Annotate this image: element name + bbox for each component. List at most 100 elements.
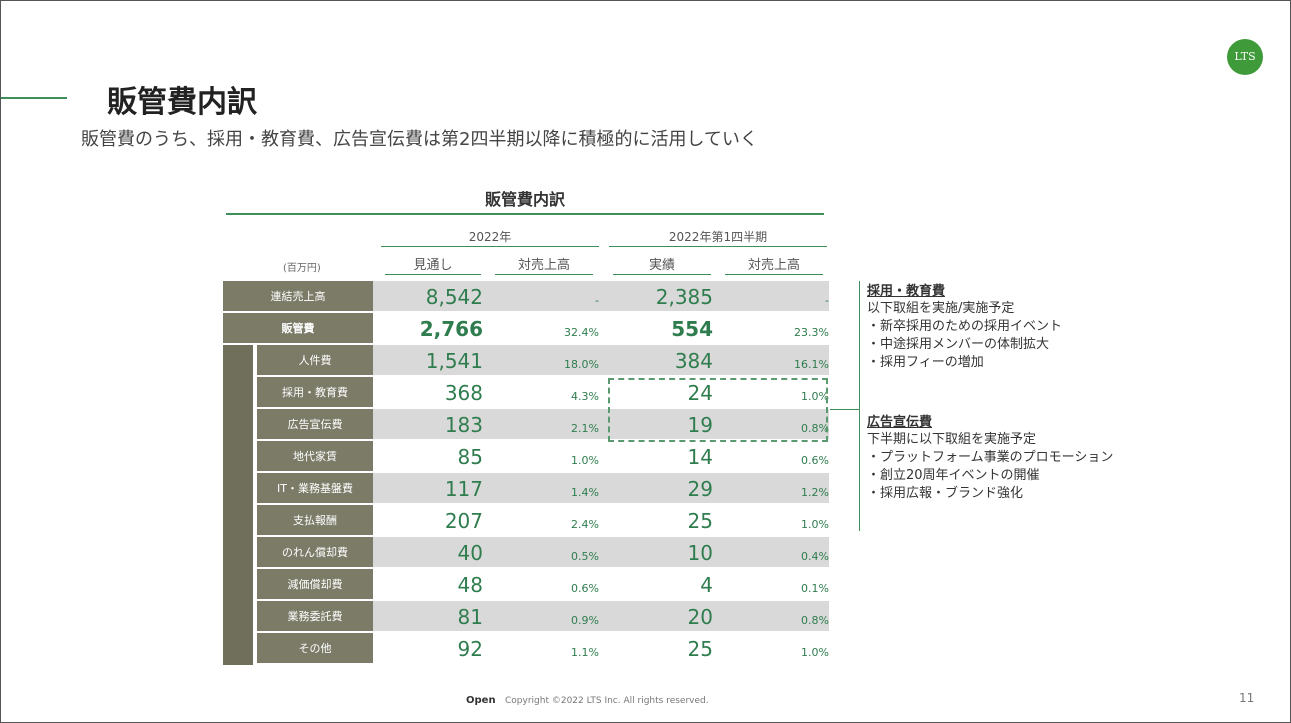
row-label: 販管費 [223,313,373,345]
value: 10 [687,541,713,565]
ratio: 1.0% [801,518,829,531]
title: 販管費内訳 [107,85,257,120]
ratio: 0.6% [571,582,599,595]
note-line-text: ・新卒採用のための採用イベント [867,319,1063,334]
logo: LTS [1227,39,1263,75]
ratio: 0.8% [801,614,829,627]
row-shade [373,601,829,631]
indent-strip [223,409,253,441]
value: 14 [687,445,713,469]
ratio: 0.9% [571,614,599,627]
ratio: 16.1% [794,358,829,371]
row-shade [373,537,829,567]
note-heading: 広告宣伝費 [867,415,933,430]
ratio: 0.6% [801,454,829,467]
value: 19 [687,413,713,437]
note-line-text: ・採用広報・ブランド強化 [867,486,1024,501]
ratio: 0.1% [801,582,829,595]
column-header: 対売上高 [725,254,823,275]
indent-strip [223,505,253,537]
value: 4 [700,573,713,597]
ratio: 18.0% [564,358,599,371]
ratio: 1.0% [801,390,829,403]
ratio: 32.4% [564,326,599,339]
table-title: 販管費内訳 [484,190,565,209]
note-line-text: ・中途採用メンバーの体制拡大 [867,337,1050,352]
row-label: 広告宣伝費 [257,409,373,441]
indent-strip [223,537,253,569]
row-label: その他 [257,633,373,665]
value: 1,541 [425,349,483,373]
indent-strip [223,569,253,601]
value: 92 [457,637,483,661]
unit: (百万円) [283,263,321,274]
note-line-text: ・採用フィーの増加 [867,355,984,370]
value: 207 [444,509,483,533]
row-shade [373,473,829,503]
ratio: 1.0% [571,454,599,467]
ratio: 23.3% [794,326,829,339]
row-label: 減価償却費 [257,569,373,601]
ratio: 2.4% [571,518,599,531]
column-header: 実績 [613,254,711,275]
ratio: 1.2% [801,486,829,499]
row-shade [373,281,829,311]
table-rule [226,213,824,215]
ratio: 0.4% [801,550,829,563]
value: 554 [671,317,713,341]
value: 29 [687,477,713,501]
group-header: 2022年 [381,228,599,247]
subtitle: 販管費のうち、採用・教育費、広告宣伝費は第2四半期以降に積極的に活用していく [81,129,758,150]
value: 2,766 [419,317,483,341]
value: 48 [457,573,483,597]
page-number: 11 [1239,691,1255,705]
row-label: 業務委託費 [257,601,373,633]
column-header: 見通し [385,254,481,275]
ratio: - [825,294,829,307]
value: 8,542 [425,285,483,309]
value: 24 [687,381,713,405]
connector [830,409,859,410]
value: 81 [457,605,483,629]
ratio: 0.8% [801,422,829,435]
copyright: Copyright ©2022 LTS Inc. All rights rese… [505,696,709,706]
row-label: 連結売上高 [223,281,373,313]
note-line-text: ・プラットフォーム事業のプロモーション [867,450,1114,465]
value: 25 [687,637,713,661]
note-line-text: 下半期に以下取組を実施予定 [867,432,1037,447]
note-line-text: 以下取組を実施/実施予定 [867,301,1015,316]
highlight-box [608,378,828,442]
row-label: 支払報酬 [257,505,373,537]
value: 20 [687,605,713,629]
ratio: 0.5% [571,550,599,563]
value: 368 [444,381,483,405]
group-header: 2022年第1四半期 [609,228,827,247]
indent-strip [223,601,253,633]
row-label: 地代家賃 [257,441,373,473]
accent-line [1,97,67,99]
row-shade [373,409,829,439]
ratio: 1.1% [571,646,599,659]
ratio: 1.0% [801,646,829,659]
column-header: 対売上高 [495,254,593,275]
row-label: 人件費 [257,345,373,377]
ratio: 2.1% [571,422,599,435]
row-shade [373,345,829,375]
value: 384 [674,349,713,373]
value: 25 [687,509,713,533]
ratio: 4.3% [571,390,599,403]
indent-strip [223,345,253,377]
footer-label: Open [466,695,496,706]
row-label: IT・業務基盤費 [257,473,373,505]
value: 117 [444,477,483,501]
value: 40 [457,541,483,565]
value: 2,385 [655,285,713,309]
note-heading: 採用・教育費 [867,284,946,299]
row-label: のれん償却費 [257,537,373,569]
indent-strip [223,473,253,505]
ratio: 1.4% [571,486,599,499]
value: 183 [444,413,483,437]
note-line-text: ・創立20周年イベントの開催 [867,468,1040,483]
indent-strip [223,441,253,473]
